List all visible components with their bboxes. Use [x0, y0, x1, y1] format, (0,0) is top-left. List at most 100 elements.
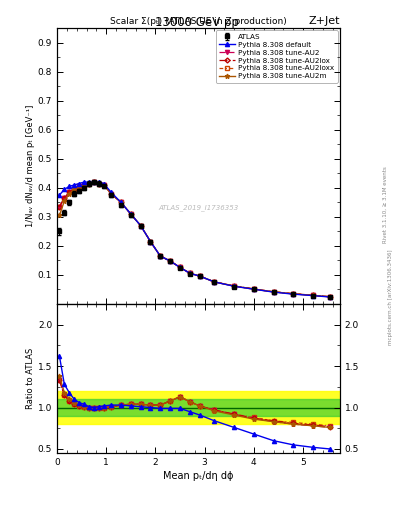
Pythia 8.308 tune-AU2loxx — [86, 180, 91, 186]
Pythia 8.308 tune-AU2 — [328, 294, 332, 300]
Pythia 8.308 default — [212, 279, 217, 285]
Pythia 8.308 tune-AU2loxx — [82, 182, 86, 188]
Pythia 8.308 tune-AU2 — [57, 204, 62, 210]
Pythia 8.308 tune-AU2 — [67, 189, 72, 195]
Pythia 8.308 default — [101, 180, 106, 186]
Pythia 8.308 tune-AU2m — [187, 270, 192, 276]
Pythia 8.308 tune-AU2 — [129, 211, 133, 217]
Pythia 8.308 tune-AU2loxx — [62, 195, 67, 201]
Pythia 8.308 tune-AU2loxx — [96, 180, 101, 186]
Pythia 8.308 default — [92, 179, 96, 185]
Pythia 8.308 default — [197, 273, 202, 279]
Pythia 8.308 default — [86, 179, 91, 185]
Line: Pythia 8.308 tune-AU2: Pythia 8.308 tune-AU2 — [57, 180, 332, 299]
Pythia 8.308 tune-AU2loxx — [72, 186, 77, 193]
Pythia 8.308 tune-AU2loxx — [92, 179, 96, 185]
Pythia 8.308 tune-AU2m — [67, 190, 72, 197]
Pythia 8.308 tune-AU2loxx — [187, 270, 192, 276]
Pythia 8.308 tune-AU2m — [92, 179, 96, 185]
Pythia 8.308 default — [67, 183, 72, 189]
Pythia 8.308 tune-AU2m — [291, 291, 296, 297]
Pythia 8.308 tune-AU2lox — [129, 211, 133, 217]
Pythia 8.308 tune-AU2loxx — [67, 189, 72, 195]
Line: Pythia 8.308 tune-AU2lox: Pythia 8.308 tune-AU2lox — [58, 180, 332, 298]
Pythia 8.308 tune-AU2lox — [72, 186, 77, 193]
Pythia 8.308 tune-AU2 — [197, 273, 202, 279]
Pythia 8.308 tune-AU2 — [271, 289, 276, 295]
Pythia 8.308 tune-AU2loxx — [148, 239, 153, 245]
Pythia 8.308 tune-AU2lox — [82, 182, 86, 188]
Pythia 8.308 tune-AU2 — [96, 180, 101, 186]
Pythia 8.308 tune-AU2lox — [232, 283, 237, 289]
Pythia 8.308 default — [178, 264, 182, 270]
Pythia 8.308 tune-AU2m — [72, 186, 77, 193]
Pythia 8.308 tune-AU2loxx — [138, 223, 143, 229]
Pythia 8.308 tune-AU2m — [148, 239, 153, 245]
Pythia 8.308 tune-AU2m — [168, 258, 173, 264]
Pythia 8.308 default — [77, 180, 81, 186]
Pythia 8.308 tune-AU2m — [86, 180, 91, 186]
Pythia 8.308 default — [187, 270, 192, 276]
Pythia 8.308 default — [271, 289, 276, 295]
Pythia 8.308 default — [158, 253, 163, 259]
Pythia 8.308 tune-AU2m — [212, 279, 217, 285]
Pythia 8.308 default — [57, 192, 62, 198]
Pythia 8.308 tune-AU2m — [101, 182, 106, 188]
Pythia 8.308 tune-AU2lox — [77, 183, 81, 189]
Pythia 8.308 tune-AU2 — [310, 292, 315, 298]
Pythia 8.308 tune-AU2 — [232, 283, 237, 289]
Legend: ATLAS, Pythia 8.308 default, Pythia 8.308 tune-AU2, Pythia 8.308 tune-AU2lox, Py: ATLAS, Pythia 8.308 default, Pythia 8.30… — [216, 30, 338, 83]
Pythia 8.308 tune-AU2lox — [92, 179, 96, 185]
Pythia 8.308 tune-AU2lox — [291, 291, 296, 297]
Pythia 8.308 tune-AU2loxx — [101, 182, 106, 188]
Pythia 8.308 tune-AU2m — [158, 253, 163, 259]
Pythia 8.308 default — [328, 294, 332, 300]
Pythia 8.308 tune-AU2m — [310, 292, 315, 298]
Pythia 8.308 tune-AU2loxx — [129, 211, 133, 217]
Pythia 8.308 default — [291, 291, 296, 297]
Pythia 8.308 tune-AU2m — [96, 180, 101, 186]
Text: Z+Jet: Z+Jet — [309, 16, 340, 27]
Pythia 8.308 tune-AU2lox — [187, 270, 192, 276]
Line: Pythia 8.308 tune-AU2loxx: Pythia 8.308 tune-AU2loxx — [58, 180, 332, 298]
Pythia 8.308 tune-AU2m — [57, 212, 62, 219]
Pythia 8.308 tune-AU2m — [138, 223, 143, 229]
Pythia 8.308 tune-AU2lox — [148, 239, 153, 245]
Pythia 8.308 default — [252, 286, 256, 292]
Pythia 8.308 tune-AU2lox — [212, 279, 217, 285]
Pythia 8.308 tune-AU2loxx — [328, 294, 332, 300]
Pythia 8.308 tune-AU2loxx — [57, 204, 62, 210]
Pythia 8.308 tune-AU2loxx — [310, 292, 315, 298]
Pythia 8.308 tune-AU2lox — [101, 182, 106, 188]
Pythia 8.308 tune-AU2m — [77, 183, 81, 189]
Pythia 8.308 tune-AU2lox — [119, 199, 123, 205]
Pythia 8.308 default — [62, 186, 67, 193]
Pythia 8.308 tune-AU2lox — [310, 292, 315, 298]
Pythia 8.308 default — [82, 179, 86, 185]
Pythia 8.308 tune-AU2lox — [138, 223, 143, 229]
Pythia 8.308 tune-AU2lox — [96, 180, 101, 186]
Pythia 8.308 tune-AU2 — [291, 291, 296, 297]
Text: ATLAS_2019_I1736353: ATLAS_2019_I1736353 — [158, 204, 239, 211]
Line: Pythia 8.308 default: Pythia 8.308 default — [57, 180, 332, 299]
Pythia 8.308 tune-AU2m — [82, 182, 86, 188]
Pythia 8.308 tune-AU2 — [82, 182, 86, 188]
Pythia 8.308 tune-AU2 — [187, 270, 192, 276]
Pythia 8.308 default — [232, 283, 237, 289]
Pythia 8.308 tune-AU2 — [62, 195, 67, 201]
Pythia 8.308 tune-AU2loxx — [158, 253, 163, 259]
Pythia 8.308 tune-AU2m — [109, 190, 114, 197]
Pythia 8.308 tune-AU2 — [72, 186, 77, 193]
Pythia 8.308 default — [148, 239, 153, 245]
Pythia 8.308 tune-AU2 — [138, 223, 143, 229]
Pythia 8.308 tune-AU2loxx — [197, 273, 202, 279]
Title: Scalar Σ(pₜ) (ATLAS UE in Z production): Scalar Σ(pₜ) (ATLAS UE in Z production) — [110, 17, 287, 26]
Pythia 8.308 tune-AU2 — [252, 286, 256, 292]
Pythia 8.308 tune-AU2lox — [86, 180, 91, 186]
Pythia 8.308 tune-AU2loxx — [232, 283, 237, 289]
Pythia 8.308 tune-AU2lox — [328, 294, 332, 300]
Pythia 8.308 tune-AU2 — [178, 264, 182, 270]
Pythia 8.308 tune-AU2loxx — [291, 290, 296, 296]
Pythia 8.308 default — [168, 258, 173, 264]
Pythia 8.308 tune-AU2loxx — [212, 279, 217, 285]
